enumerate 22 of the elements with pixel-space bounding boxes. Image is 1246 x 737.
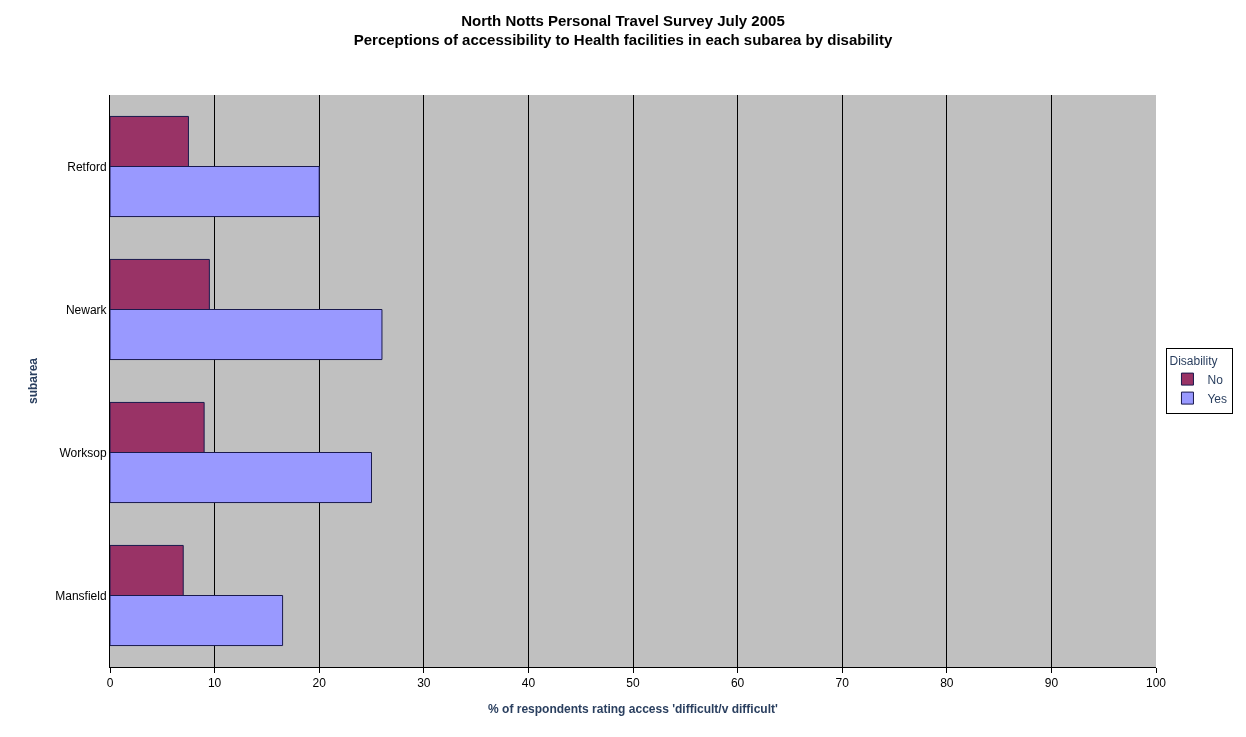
y-tick-label: Retford	[67, 159, 107, 174]
chart-title: North Notts Personal Travel Survey July 2005	[461, 11, 785, 29]
x-tick-label: 50	[626, 676, 640, 691]
legend-label: Yes	[1207, 391, 1228, 406]
x-tick-label: 0	[106, 676, 114, 691]
y-tick-label: Mansfield	[55, 588, 107, 603]
x-tick-label: 30	[417, 676, 431, 691]
x-tick-label: 70	[835, 676, 850, 691]
y-tick-label: Worksop	[59, 445, 107, 460]
x-tick-label: 80	[940, 676, 954, 691]
y-axis-title: subarea	[25, 357, 40, 405]
x-tick-label: 100	[1145, 676, 1167, 691]
legend-label: No	[1207, 372, 1224, 387]
x-tick-label: 20	[312, 676, 327, 691]
x-tick-label: 60	[730, 676, 745, 691]
x-tick-label: 40	[521, 676, 536, 691]
x-tick-label: 90	[1044, 676, 1059, 691]
legend-title: Disability	[1169, 353, 1218, 368]
x-tick-label: 10	[207, 676, 222, 691]
y-tick-label: Newark	[65, 302, 108, 317]
x-axis-title: % of respondents rating access 'difficult/v difficult'	[488, 702, 779, 717]
chart-subtitle: Perceptions of accessibility to Health facilities in each subarea by disability	[353, 31, 893, 49]
